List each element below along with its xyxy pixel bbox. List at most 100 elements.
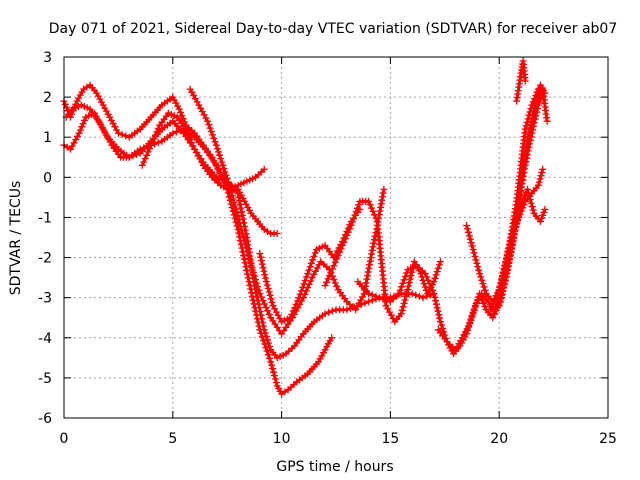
- data-point-marker: [527, 199, 535, 207]
- data-point-marker: [78, 123, 86, 131]
- data-point-marker: [303, 273, 310, 281]
- data-point-marker: [366, 261, 373, 269]
- data-point-marker: [75, 129, 83, 137]
- data-point-marker: [464, 225, 471, 233]
- data-point-marker: [323, 278, 331, 286]
- data-point-marker: [212, 141, 220, 149]
- data-point-marker: [423, 273, 431, 281]
- data-point-marker: [243, 247, 251, 255]
- data-point-marker: [415, 292, 423, 300]
- data-point-marker: [499, 273, 507, 281]
- data-point-marker: [370, 239, 378, 247]
- data-point-marker: [122, 132, 130, 140]
- y-tick-label: 3: [43, 50, 52, 66]
- data-point-marker: [543, 117, 551, 125]
- data-point-marker: [495, 302, 503, 310]
- data-point-marker: [406, 275, 414, 283]
- data-point-marker: [435, 311, 443, 319]
- data-point-marker: [524, 115, 532, 123]
- data-point-marker: [212, 161, 220, 169]
- data-point-marker: [245, 254, 253, 262]
- data-point-marker: [526, 127, 534, 135]
- data-point-marker: [211, 138, 219, 146]
- data-point-marker: [309, 256, 317, 264]
- data-point-marker: [535, 178, 543, 186]
- data-point-marker: [436, 318, 444, 326]
- data-point-marker: [500, 270, 508, 278]
- data-point-marker: [431, 274, 439, 282]
- series-day-c: [62, 101, 336, 398]
- data-point-marker: [104, 110, 112, 118]
- data-point-marker: [368, 246, 376, 254]
- data-point-marker: [253, 315, 261, 323]
- x-tick-label: 5: [168, 431, 177, 447]
- data-point-marker: [222, 171, 230, 179]
- data-point-marker: [256, 326, 264, 334]
- data-point-marker: [405, 279, 413, 287]
- data-point-marker: [219, 161, 227, 169]
- data-point-marker: [224, 178, 232, 186]
- data-series: [60, 57, 551, 398]
- data-point-marker: [539, 93, 547, 101]
- data-point-marker: [505, 245, 513, 253]
- data-point-marker: [210, 134, 218, 142]
- data-point-marker: [237, 223, 245, 231]
- data-point-marker: [367, 254, 375, 262]
- data-point-marker: [215, 148, 222, 156]
- data-point-marker: [241, 240, 249, 248]
- data-point-marker: [531, 95, 538, 103]
- data-point-marker: [363, 275, 371, 283]
- data-point-marker: [240, 252, 247, 260]
- data-point-marker: [426, 280, 434, 288]
- data-point-marker: [259, 297, 267, 304]
- data-point-marker: [271, 372, 278, 380]
- data-point-marker: [114, 129, 122, 137]
- data-point-marker: [185, 132, 193, 140]
- data-point-marker: [333, 282, 341, 290]
- series-day-m: [513, 57, 529, 105]
- data-point-marker: [472, 256, 480, 264]
- data-point-marker: [430, 278, 438, 286]
- data-point-marker: [480, 299, 487, 307]
- data-point-marker: [526, 196, 534, 204]
- y-tick-label: -4: [38, 331, 52, 347]
- data-point-marker: [537, 172, 545, 180]
- y-tick-label: -6: [38, 411, 52, 427]
- chart-title: Day 071 of 2021, Sidereal Day-to-day VTE…: [49, 21, 618, 37]
- data-point-marker: [288, 310, 296, 318]
- data-point-marker: [77, 126, 84, 134]
- data-point-marker: [336, 248, 344, 256]
- data-point-marker: [325, 308, 333, 316]
- data-point-marker: [235, 193, 243, 201]
- axis-ticks: [63, 56, 609, 419]
- data-point-marker: [327, 268, 335, 276]
- data-point-marker: [473, 259, 481, 267]
- y-tick-label: -5: [38, 371, 52, 387]
- data-point-marker: [268, 361, 276, 369]
- data-point-marker: [352, 208, 360, 216]
- data-point-marker: [79, 120, 87, 128]
- data-point-marker: [169, 129, 177, 137]
- data-point-marker: [264, 336, 271, 344]
- data-point-marker: [498, 277, 506, 284]
- data-point-marker: [324, 275, 332, 283]
- x-tick-label: 0: [60, 431, 69, 447]
- data-point-marker: [324, 340, 332, 348]
- data-point-marker: [439, 324, 447, 332]
- data-point-marker: [232, 205, 240, 213]
- data-point-marker: [468, 242, 476, 250]
- data-point-marker: [248, 292, 256, 300]
- data-point-marker: [433, 268, 441, 276]
- data-point-marker: [154, 125, 162, 132]
- data-point-marker: [244, 203, 252, 211]
- data-point-marker: [340, 238, 348, 246]
- data-point-marker: [492, 307, 500, 314]
- data-point-marker: [478, 276, 486, 284]
- data-point-marker: [231, 202, 239, 210]
- data-point-marker: [262, 274, 270, 282]
- data-point-marker: [498, 291, 506, 299]
- y-tick-labels: -6 -5 -4 -3 -2 -1 0 1 2 3: [38, 50, 52, 427]
- data-point-marker: [331, 279, 339, 287]
- data-point-marker: [259, 264, 267, 272]
- data-point-marker: [346, 225, 354, 233]
